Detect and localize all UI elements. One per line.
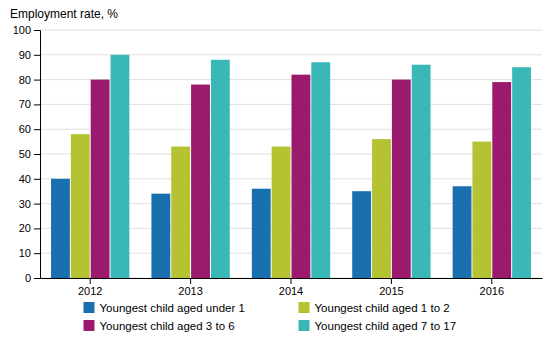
bar-series (91, 75, 511, 278)
grid-line (40, 30, 542, 31)
chart: 0102030405060708090100201220132014201520… (0, 0, 557, 356)
legend-item: Youngest child aged 7 to 17 (299, 320, 457, 332)
y-tick: 100 (13, 24, 40, 36)
x-tick: 2013 (178, 278, 202, 297)
y-tick-mark (34, 55, 40, 56)
bar (51, 179, 70, 278)
y-tick-mark (34, 30, 40, 31)
y-tick-label: 100 (13, 24, 31, 36)
y-axis-title: Employment rate, % (10, 7, 118, 21)
bar (211, 60, 230, 278)
x-tick: 2016 (480, 278, 504, 297)
x-tick: 2012 (78, 278, 102, 297)
legend-label: Youngest child aged 3 to 6 (100, 320, 235, 332)
bar (453, 186, 472, 278)
y-tick-label: 40 (19, 173, 31, 185)
bar (352, 191, 371, 278)
x-tick-label: 2016 (480, 285, 504, 297)
bar (272, 147, 291, 278)
y-tick-mark (34, 129, 40, 130)
y-tick: 70 (19, 98, 40, 110)
bar (311, 62, 330, 278)
legend-swatch (299, 320, 310, 331)
y-tick-label: 50 (19, 148, 31, 160)
bar (412, 65, 431, 278)
y-tick-label: 20 (19, 222, 31, 234)
bar (372, 139, 391, 278)
y-tick-mark (34, 104, 40, 105)
y-tick: 80 (19, 74, 40, 86)
x-axis: 2012 2013 2014 2015 2016 (41, 278, 543, 297)
y-tick: 0 (25, 272, 40, 284)
x-tick-mark (391, 278, 392, 284)
x-tick-label: 2014 (279, 285, 303, 297)
bar (512, 67, 531, 278)
y-tick: 50 (19, 148, 40, 160)
y-tick-label: 70 (19, 98, 31, 110)
bar (191, 85, 210, 278)
bar (91, 80, 110, 278)
bar (392, 80, 411, 278)
bar (151, 194, 170, 278)
y-tick: 30 (19, 198, 40, 210)
bar (111, 55, 130, 278)
y-tick-mark (34, 228, 40, 229)
legend-swatch (84, 302, 95, 313)
legend-swatch (84, 320, 95, 331)
bar-series (111, 55, 531, 278)
y-axis: 0 10 20 30 40 50 60 70 80 90 100 (13, 24, 41, 284)
x-tick-mark (90, 278, 91, 284)
y-tick-mark (34, 154, 40, 155)
legend-item: Youngest child aged under 1 (84, 302, 245, 314)
bar (472, 142, 491, 278)
bar (171, 147, 190, 278)
x-tick-label: 2012 (78, 285, 102, 297)
y-axis-line (34, 31, 41, 279)
y-tick-mark (34, 80, 40, 81)
legend-label: Youngest child aged 1 to 2 (315, 302, 450, 314)
x-tick-label: 2013 (178, 285, 202, 297)
y-tick: 90 (19, 49, 40, 61)
bar (71, 134, 90, 278)
legend: Youngest child aged under 1 Youngest chil… (84, 302, 457, 332)
x-tick-mark (291, 278, 292, 284)
bar (252, 189, 271, 278)
y-tick-mark (34, 204, 40, 205)
y-tick-label: 90 (19, 49, 31, 61)
y-tick-label: 60 (19, 123, 31, 135)
y-tick: 20 (19, 222, 40, 234)
y-tick-mark (34, 253, 40, 254)
bar (492, 82, 511, 278)
y-tick: 60 (19, 123, 40, 135)
legend-item: Youngest child aged 1 to 2 (299, 302, 450, 314)
bars (51, 55, 531, 278)
y-tick-label: 0 (25, 272, 31, 284)
y-tick: 40 (19, 173, 40, 185)
x-tick: 2014 (279, 278, 303, 297)
legend-label: Youngest child aged 7 to 17 (315, 320, 457, 332)
x-tick-mark (491, 278, 492, 284)
legend-item: Youngest child aged 3 to 6 (84, 320, 235, 332)
x-tick: 2015 (379, 278, 403, 297)
grid (40, 30, 542, 278)
y-tick-mark (34, 179, 40, 180)
bar (291, 75, 310, 278)
x-tick-mark (190, 278, 191, 284)
legend-swatch (299, 302, 310, 313)
x-tick-label: 2015 (379, 285, 403, 297)
y-tick-label: 10 (19, 247, 31, 259)
y-tick-mark (34, 278, 40, 279)
y-tick-label: 30 (19, 198, 31, 210)
y-tick: 10 (19, 247, 40, 259)
legend-label: Youngest child aged under 1 (100, 302, 245, 314)
y-tick-label: 80 (19, 74, 31, 86)
plot: 0102030405060708090100201220132014201520… (13, 24, 543, 297)
